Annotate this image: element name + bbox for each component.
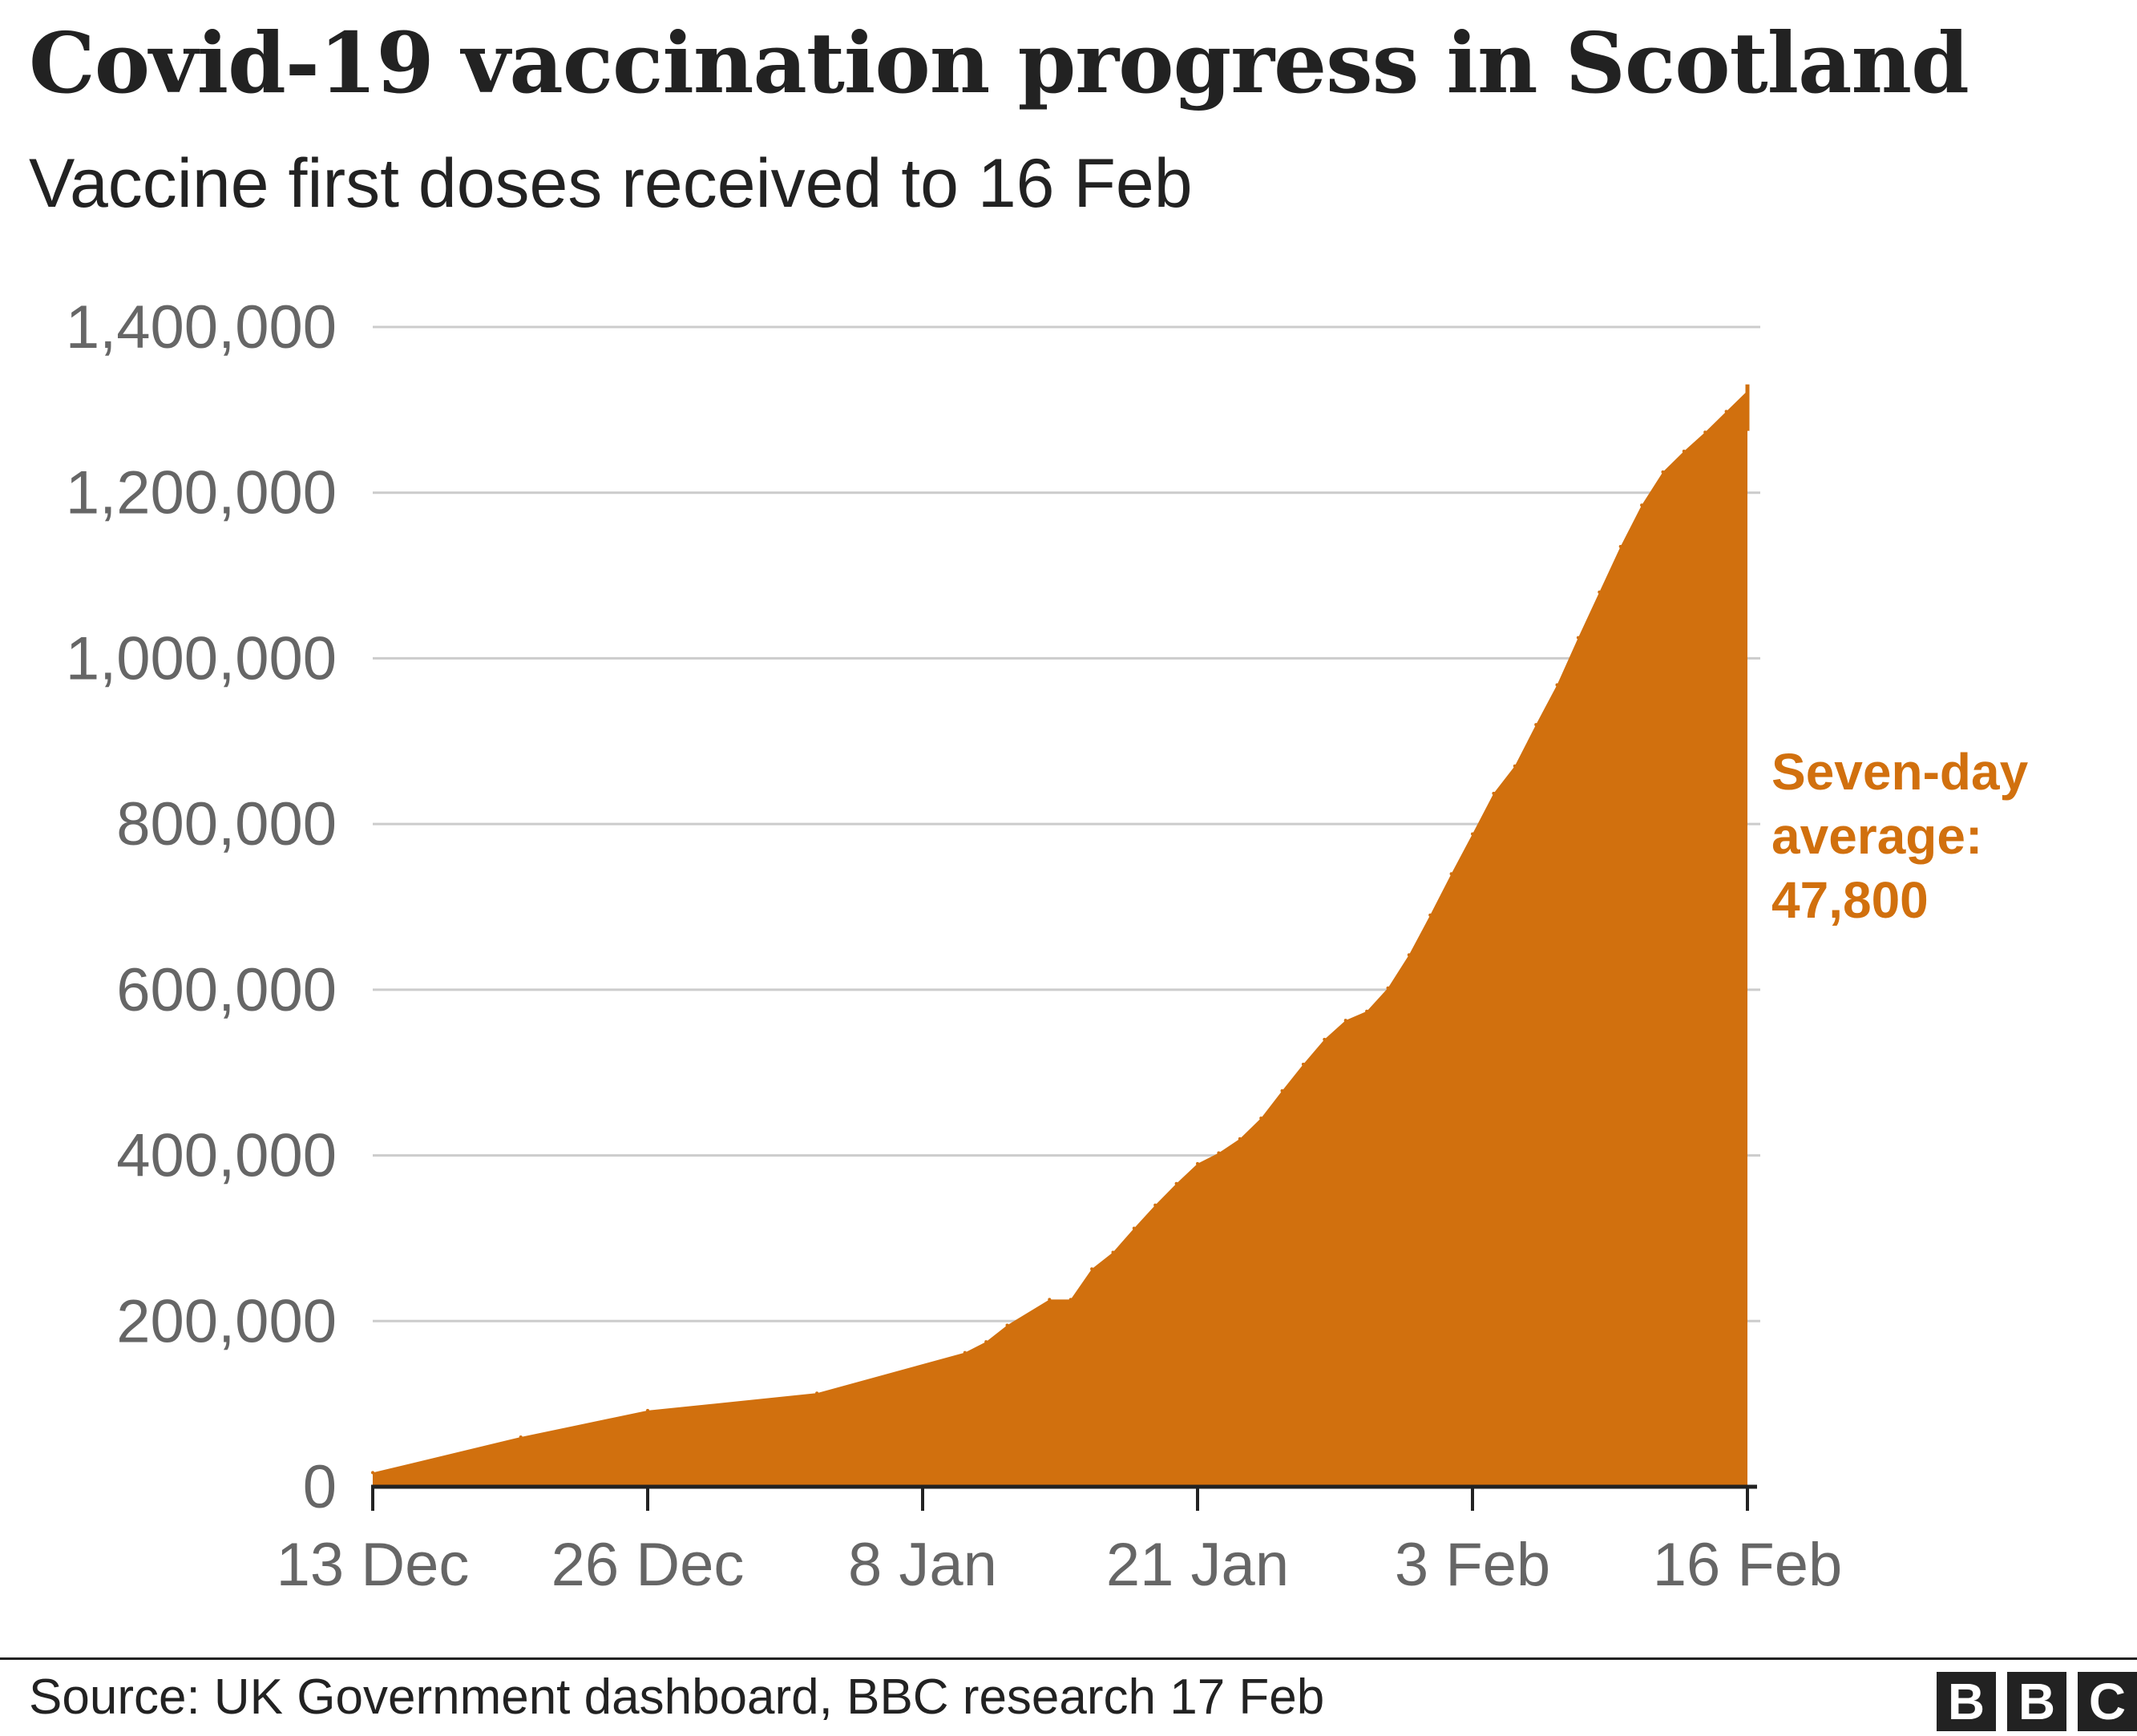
data-point bbox=[1555, 683, 1559, 687]
data-point bbox=[1343, 1019, 1347, 1023]
y-tick-label: 600,000 bbox=[116, 956, 337, 1024]
data-point bbox=[1068, 1298, 1073, 1302]
data-point bbox=[1323, 1037, 1327, 1041]
x-tick-label: 3 Feb bbox=[1395, 1531, 1550, 1599]
plot-area bbox=[371, 384, 1750, 1488]
chart-subtitle: Vaccine first doses received to 16 Feb bbox=[29, 145, 1193, 222]
data-point bbox=[1640, 503, 1644, 507]
data-point bbox=[1449, 872, 1453, 876]
data-point bbox=[1492, 791, 1496, 795]
y-tick-label: 800,000 bbox=[116, 790, 337, 858]
seven-day-average-annotation: Seven-day average: 47,800 bbox=[1771, 743, 2029, 929]
data-point bbox=[1048, 1298, 1052, 1302]
data-point bbox=[1090, 1267, 1094, 1271]
data-point bbox=[1471, 832, 1474, 836]
data-point bbox=[1174, 1181, 1178, 1185]
data-point bbox=[1111, 1250, 1115, 1254]
data-point bbox=[1724, 410, 1728, 414]
annotation-line: 47,800 bbox=[1771, 871, 1929, 929]
data-point bbox=[1682, 450, 1686, 453]
x-tick-label: 21 Jan bbox=[1106, 1531, 1289, 1599]
data-point bbox=[371, 1471, 374, 1475]
data-point bbox=[1005, 1323, 1009, 1327]
data-point bbox=[1428, 913, 1432, 917]
x-tick-label: 8 Jan bbox=[848, 1531, 997, 1599]
source-note: Source: UK Government dashboard, BBC res… bbox=[29, 1669, 1325, 1725]
footer-rule bbox=[0, 1657, 2137, 1660]
data-point bbox=[963, 1350, 967, 1354]
data-point bbox=[1238, 1136, 1242, 1141]
data-point bbox=[1280, 1089, 1284, 1092]
data-point bbox=[815, 1391, 819, 1395]
chart-title: Covid-19 vaccination progress in Scotlan… bbox=[29, 14, 1969, 112]
x-tick-label: 16 Feb bbox=[1653, 1531, 1843, 1599]
y-tick-label: 1,200,000 bbox=[66, 459, 337, 527]
data-point bbox=[519, 1435, 523, 1439]
data-point bbox=[646, 1408, 649, 1412]
data-point bbox=[1576, 636, 1580, 640]
data-point bbox=[1153, 1203, 1157, 1207]
annotation-line: average: bbox=[1771, 807, 1982, 865]
data-point bbox=[1407, 953, 1411, 957]
bbc-logo-letter: C bbox=[2078, 1672, 2137, 1731]
chart: 0 200,000 400,000 600,000 800,000 1,000,000 1,… bbox=[66, 293, 2029, 1599]
data-point bbox=[984, 1340, 988, 1344]
y-tick-label: 1,400,000 bbox=[66, 293, 337, 361]
data-point bbox=[1534, 723, 1538, 727]
y-tick-label: 1,000,000 bbox=[66, 624, 337, 692]
data-point bbox=[1132, 1226, 1136, 1230]
data-point bbox=[1598, 590, 1602, 594]
bbc-logo-letter: B bbox=[1937, 1672, 1996, 1731]
y-tick-label: 400,000 bbox=[116, 1122, 337, 1190]
data-point bbox=[1365, 1009, 1369, 1013]
y-axis-labels: 0 200,000 400,000 600,000 800,000 1,000,000 1,… bbox=[66, 293, 337, 1521]
x-tick-label: 26 Dec bbox=[551, 1531, 745, 1599]
data-point bbox=[1513, 764, 1517, 768]
y-tick-label: 0 bbox=[303, 1453, 337, 1521]
data-point bbox=[1259, 1116, 1263, 1120]
data-point bbox=[1661, 470, 1665, 474]
data-point bbox=[1217, 1151, 1221, 1155]
data-point bbox=[1618, 544, 1622, 548]
data-point bbox=[1386, 986, 1390, 990]
x-axis-labels: 13 Dec 26 Dec 8 Jan 21 Jan 3 Feb 16 Feb bbox=[277, 1531, 1843, 1599]
bbc-logo-letter: B bbox=[2007, 1672, 2066, 1731]
data-point bbox=[1703, 430, 1707, 434]
annotation-line: Seven-day bbox=[1771, 743, 2029, 801]
cumulative-doses-area bbox=[373, 390, 1747, 1488]
data-point bbox=[1196, 1161, 1199, 1165]
x-axis bbox=[371, 1484, 1757, 1511]
data-point bbox=[1301, 1062, 1305, 1066]
y-tick-label: 200,000 bbox=[116, 1287, 337, 1355]
bbc-logo: B B C bbox=[1937, 1672, 2137, 1731]
x-tick-label: 13 Dec bbox=[277, 1531, 470, 1599]
